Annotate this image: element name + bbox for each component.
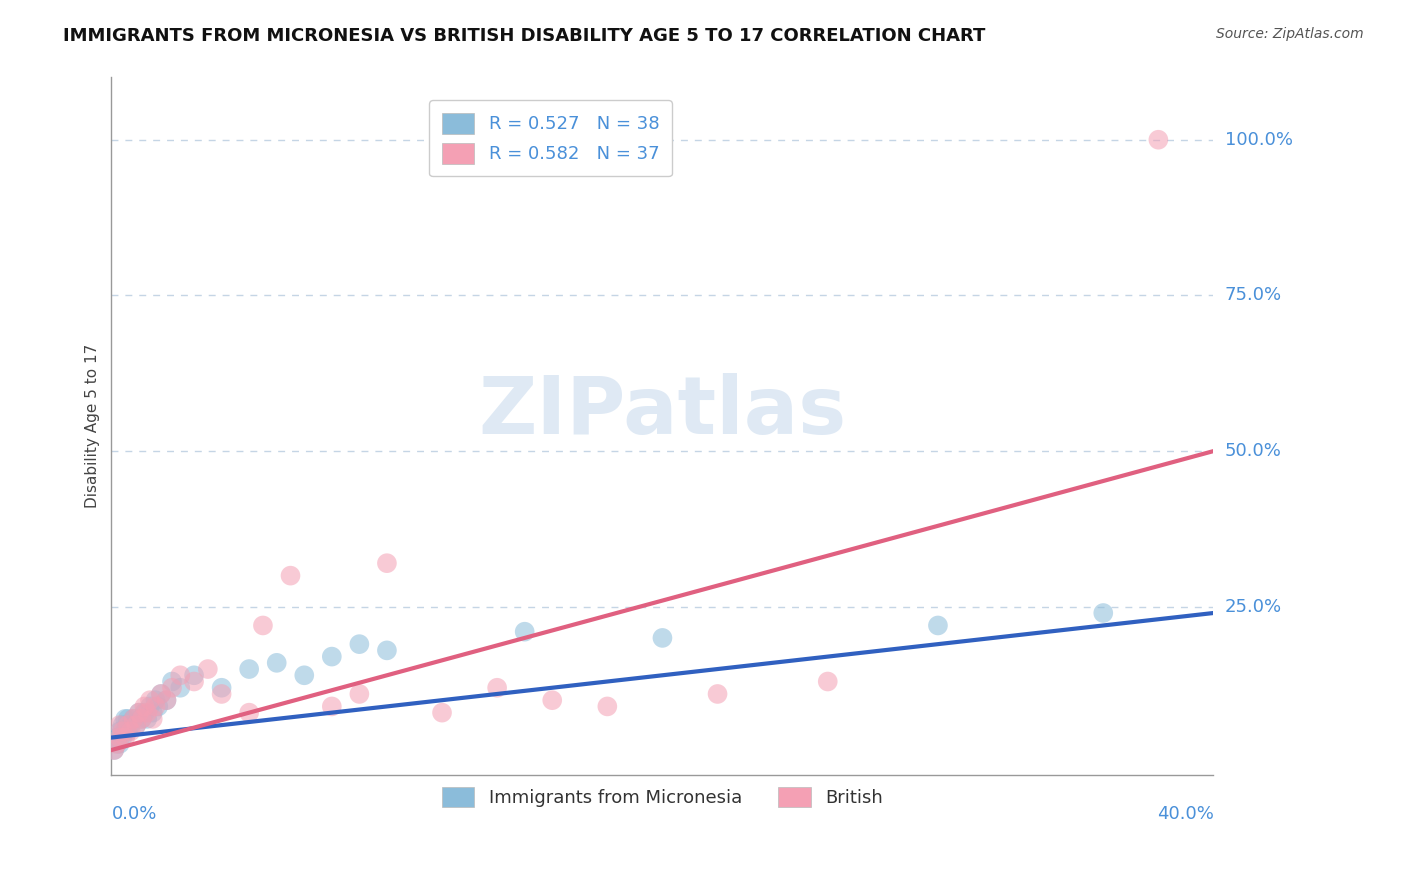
Point <box>122 712 145 726</box>
Point <box>1147 133 1170 147</box>
Text: 0.0%: 0.0% <box>111 805 157 823</box>
Point <box>150 687 173 701</box>
Text: IMMIGRANTS FROM MICRONESIA VS BRITISH DISABILITY AGE 5 TO 17 CORRELATION CHART: IMMIGRANTS FROM MICRONESIA VS BRITISH DI… <box>63 27 986 45</box>
Point <box>211 681 233 695</box>
Point <box>252 618 274 632</box>
Point <box>321 649 343 664</box>
Text: 50.0%: 50.0% <box>1225 442 1281 460</box>
Point <box>238 662 260 676</box>
Point <box>596 699 619 714</box>
Point <box>541 693 564 707</box>
Point <box>148 699 170 714</box>
Point <box>651 631 673 645</box>
Point <box>111 724 134 739</box>
Point <box>139 693 162 707</box>
Point <box>142 706 165 720</box>
Point <box>349 687 371 701</box>
Point <box>375 643 398 657</box>
Point <box>160 681 183 695</box>
Point <box>927 618 949 632</box>
Point <box>128 706 150 720</box>
Point <box>105 731 128 745</box>
Point <box>131 712 153 726</box>
Text: 100.0%: 100.0% <box>1225 131 1292 149</box>
Point <box>131 712 153 726</box>
Point <box>125 718 148 732</box>
Point <box>136 706 159 720</box>
Point <box>145 699 167 714</box>
Point <box>125 718 148 732</box>
Point <box>103 743 125 757</box>
Y-axis label: Disability Age 5 to 17: Disability Age 5 to 17 <box>86 344 100 508</box>
Point <box>108 737 131 751</box>
Point <box>108 718 131 732</box>
Point <box>211 687 233 701</box>
Point <box>349 637 371 651</box>
Point <box>105 737 128 751</box>
Point <box>108 724 131 739</box>
Point <box>155 693 177 707</box>
Point <box>136 712 159 726</box>
Point <box>122 712 145 726</box>
Point <box>1092 606 1115 620</box>
Point <box>105 737 128 751</box>
Point <box>430 706 453 720</box>
Point <box>117 712 139 726</box>
Point <box>128 706 150 720</box>
Point <box>139 699 162 714</box>
Legend: Immigrants from Micronesia, British: Immigrants from Micronesia, British <box>434 780 890 814</box>
Point <box>513 624 536 639</box>
Point <box>108 731 131 745</box>
Point <box>817 674 839 689</box>
Point <box>103 743 125 757</box>
Text: 40.0%: 40.0% <box>1157 805 1213 823</box>
Point <box>117 724 139 739</box>
Point <box>150 687 173 701</box>
Point <box>120 718 142 732</box>
Text: 75.0%: 75.0% <box>1225 286 1282 304</box>
Point <box>486 681 509 695</box>
Point <box>134 706 156 720</box>
Point <box>197 662 219 676</box>
Point <box>375 556 398 570</box>
Point <box>145 693 167 707</box>
Point <box>169 681 191 695</box>
Point <box>114 712 136 726</box>
Point <box>155 693 177 707</box>
Point <box>114 731 136 745</box>
Point <box>321 699 343 714</box>
Point <box>169 668 191 682</box>
Text: 25.0%: 25.0% <box>1225 598 1282 615</box>
Point <box>134 699 156 714</box>
Point <box>292 668 315 682</box>
Point <box>111 718 134 732</box>
Point <box>238 706 260 720</box>
Point <box>706 687 728 701</box>
Point <box>183 674 205 689</box>
Point <box>142 712 165 726</box>
Point <box>117 718 139 732</box>
Point <box>120 724 142 739</box>
Point <box>280 568 302 582</box>
Text: ZIPatlas: ZIPatlas <box>478 373 846 451</box>
Point <box>183 668 205 682</box>
Text: Source: ZipAtlas.com: Source: ZipAtlas.com <box>1216 27 1364 41</box>
Point <box>114 724 136 739</box>
Point <box>111 731 134 745</box>
Point <box>160 674 183 689</box>
Point <box>266 656 288 670</box>
